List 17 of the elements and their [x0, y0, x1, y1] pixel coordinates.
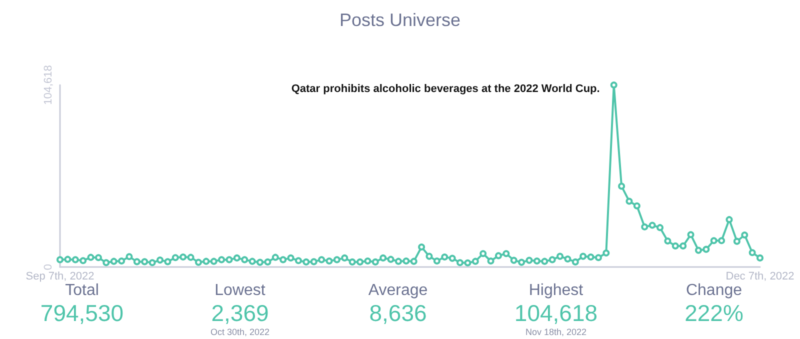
- x-tick-label: Dec 7th, 2022: [726, 270, 794, 282]
- category-label: Average: [367, 282, 429, 300]
- category-label: Lowest: [214, 282, 266, 300]
- text: 2,369: [211, 300, 269, 326]
- category-label: Highest: [528, 282, 584, 300]
- chart-title: Posts Universe: [339, 10, 461, 30]
- category-label: Change: [684, 282, 744, 300]
- text: 8,636: [369, 300, 427, 326]
- annotation: Qatar prohibits alcoholic beverages at the 2022 World Cup.: [291, 83, 600, 95]
- text: 104,618: [514, 300, 598, 326]
- text: Nov 18th, 2022: [525, 327, 587, 337]
- text: 794,530: [40, 300, 124, 326]
- y-tick-label: 0: [42, 264, 54, 270]
- text: 222%: [684, 300, 744, 326]
- x-tick-label: Sep 7th, 2022: [26, 270, 94, 282]
- text: Oct 30th, 2022: [210, 327, 270, 337]
- category-label: Total: [64, 282, 100, 300]
